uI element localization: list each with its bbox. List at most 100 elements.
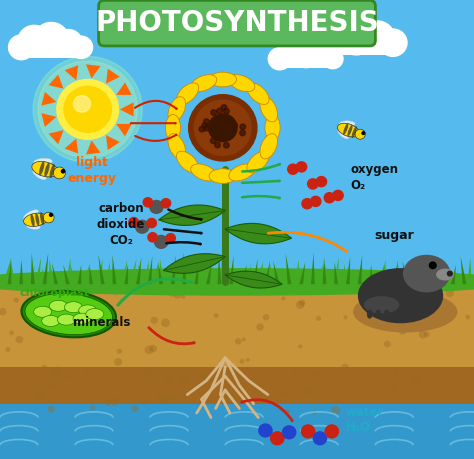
- Circle shape: [47, 406, 55, 413]
- Polygon shape: [396, 265, 401, 287]
- Circle shape: [282, 392, 286, 396]
- Polygon shape: [78, 265, 82, 285]
- Polygon shape: [246, 264, 251, 287]
- Polygon shape: [64, 140, 78, 154]
- Polygon shape: [160, 259, 164, 287]
- Circle shape: [325, 425, 338, 438]
- Circle shape: [64, 312, 69, 316]
- Circle shape: [90, 405, 96, 410]
- Polygon shape: [323, 257, 327, 285]
- Polygon shape: [182, 252, 186, 285]
- Circle shape: [392, 385, 397, 389]
- Polygon shape: [451, 272, 456, 287]
- Circle shape: [53, 321, 61, 329]
- Circle shape: [386, 305, 390, 308]
- Circle shape: [298, 345, 302, 349]
- Circle shape: [180, 375, 189, 384]
- Polygon shape: [164, 267, 173, 287]
- Ellipse shape: [347, 126, 353, 137]
- Polygon shape: [64, 66, 78, 81]
- Circle shape: [429, 263, 436, 269]
- Polygon shape: [120, 103, 134, 117]
- Polygon shape: [227, 263, 236, 287]
- Circle shape: [242, 338, 246, 341]
- Ellipse shape: [247, 152, 269, 174]
- Circle shape: [168, 288, 177, 297]
- Ellipse shape: [247, 84, 269, 105]
- Polygon shape: [106, 136, 120, 151]
- Circle shape: [446, 289, 454, 297]
- Ellipse shape: [35, 214, 39, 226]
- Ellipse shape: [191, 165, 217, 181]
- Circle shape: [36, 389, 45, 397]
- Circle shape: [255, 386, 264, 395]
- Circle shape: [215, 143, 220, 148]
- Ellipse shape: [45, 163, 50, 177]
- Circle shape: [161, 319, 170, 327]
- Circle shape: [181, 295, 186, 299]
- Circle shape: [42, 365, 47, 370]
- Circle shape: [18, 26, 50, 58]
- Circle shape: [286, 390, 290, 394]
- Polygon shape: [65, 258, 71, 287]
- Circle shape: [150, 201, 163, 214]
- Polygon shape: [381, 265, 385, 285]
- Circle shape: [143, 198, 153, 207]
- Polygon shape: [57, 270, 62, 287]
- Circle shape: [113, 290, 118, 296]
- Circle shape: [312, 410, 317, 415]
- Ellipse shape: [229, 165, 255, 181]
- Polygon shape: [264, 262, 270, 285]
- Circle shape: [341, 364, 349, 371]
- Circle shape: [142, 16, 164, 37]
- Polygon shape: [136, 257, 141, 285]
- Circle shape: [5, 347, 10, 352]
- Polygon shape: [158, 263, 163, 285]
- Ellipse shape: [364, 297, 399, 314]
- Ellipse shape: [436, 269, 454, 281]
- Polygon shape: [341, 264, 346, 287]
- Circle shape: [355, 130, 365, 140]
- Polygon shape: [171, 256, 176, 285]
- Polygon shape: [368, 272, 377, 287]
- Bar: [276, 58, 337, 69]
- Ellipse shape: [25, 294, 112, 335]
- Circle shape: [256, 324, 264, 331]
- Circle shape: [281, 297, 285, 301]
- Ellipse shape: [260, 97, 277, 123]
- Polygon shape: [392, 260, 398, 285]
- Circle shape: [417, 313, 424, 320]
- Circle shape: [205, 395, 212, 401]
- Circle shape: [229, 288, 235, 293]
- Circle shape: [236, 404, 241, 409]
- Circle shape: [90, 321, 95, 326]
- Circle shape: [331, 406, 340, 415]
- Bar: [0, 367, 474, 413]
- Circle shape: [230, 122, 236, 128]
- Polygon shape: [428, 267, 432, 287]
- Circle shape: [136, 221, 149, 234]
- Circle shape: [299, 300, 305, 306]
- Circle shape: [246, 358, 250, 362]
- Polygon shape: [89, 271, 94, 287]
- Polygon shape: [144, 260, 149, 287]
- Circle shape: [154, 21, 172, 39]
- Polygon shape: [412, 267, 417, 287]
- Polygon shape: [2, 258, 11, 287]
- Text: oxygen
O₂: oxygen O₂: [351, 163, 399, 192]
- Circle shape: [24, 302, 31, 309]
- Polygon shape: [112, 267, 118, 287]
- Ellipse shape: [176, 152, 199, 174]
- Circle shape: [113, 13, 139, 37]
- Circle shape: [106, 20, 126, 39]
- Polygon shape: [426, 257, 431, 285]
- Polygon shape: [52, 263, 58, 285]
- Ellipse shape: [73, 313, 91, 325]
- Circle shape: [33, 23, 69, 58]
- Polygon shape: [362, 273, 369, 287]
- Circle shape: [288, 165, 298, 175]
- Circle shape: [379, 30, 407, 57]
- Ellipse shape: [32, 170, 46, 180]
- Circle shape: [129, 218, 138, 227]
- Ellipse shape: [50, 165, 55, 179]
